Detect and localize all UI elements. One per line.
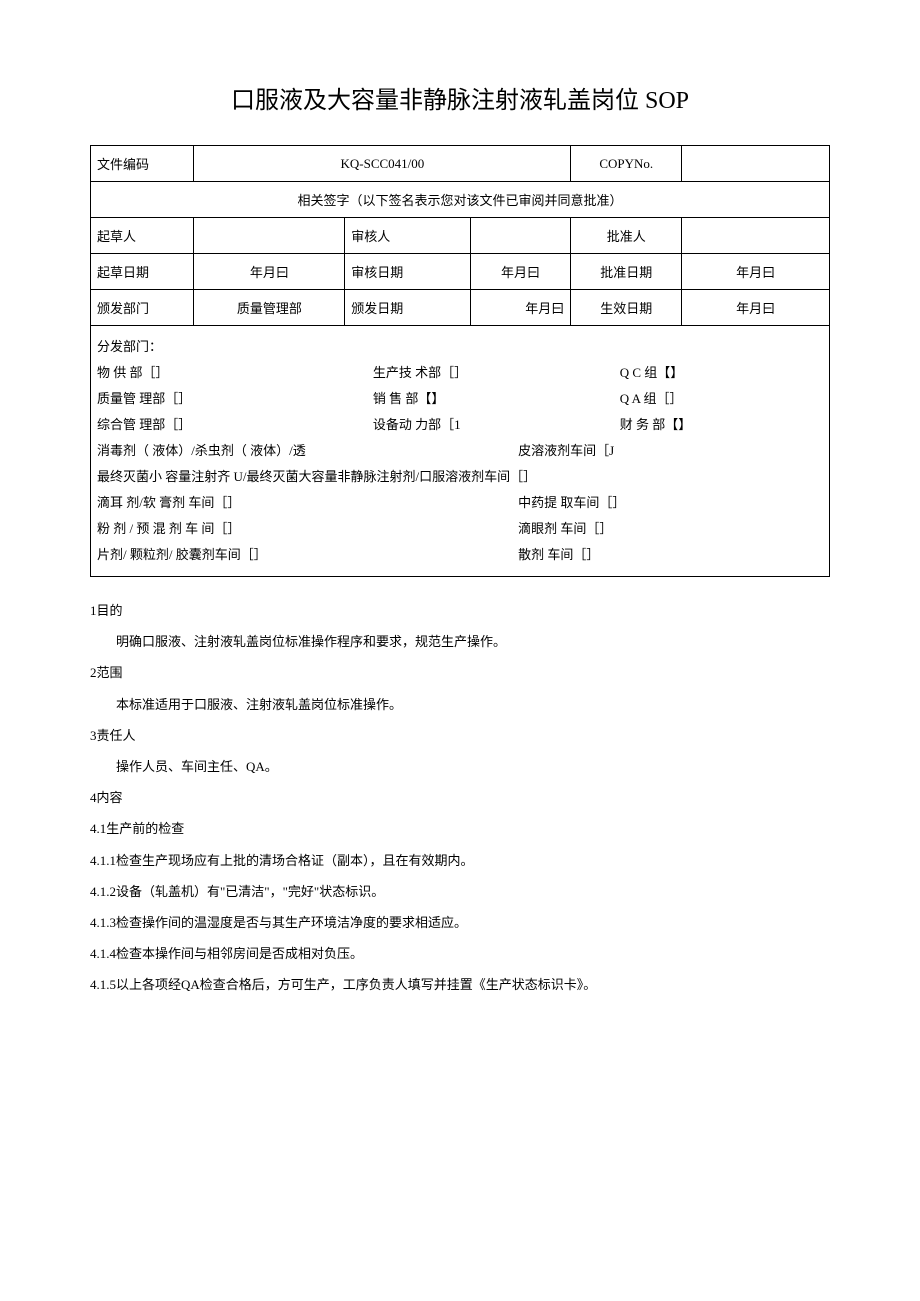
issue-date-label: 颁发日期 [345, 290, 471, 326]
section-1-para: 明确口服液、注射液轧盖岗位标准操作程序和要求，规范生产操作。 [90, 626, 830, 657]
section-4-1: 4.1生产前的检查 [90, 813, 830, 844]
doc-code-label: 文件编码 [91, 146, 194, 182]
distribution-item: 滴眼剂 车间［］ [518, 516, 823, 542]
body-text: 1目的 明确口服液、注射液轧盖岗位标准操作程序和要求，规范生产操作。 2范围 本… [90, 595, 830, 1000]
copy-no-label: COPYNo. [571, 146, 682, 182]
distribution-line: 片剂/ 颗粒剂/ 胶囊剂车间［］散剂 车间［］ [97, 542, 823, 568]
section-4-heading: 4内容 [90, 782, 830, 813]
distribution-item: 粉 剂 / 预 混 剂 车 间［］ [97, 516, 518, 542]
page-title: 口服液及大容量非静脉注射液轧盖岗位 SOP [90, 80, 830, 115]
section-4-1-4: 4.1.4检查本操作间与相邻房间是否成相对负压。 [90, 938, 830, 969]
distribution-label: 分发部门： [97, 334, 823, 360]
review-date-label: 审核日期 [345, 254, 471, 290]
distribution-item: 质量管 理部［］ [97, 386, 373, 412]
distribution-line: 粉 剂 / 预 混 剂 车 间［］滴眼剂 车间［］ [97, 516, 823, 542]
section-4-1-3: 4.1.3检查操作间的温湿度是否与其生产环境洁净度的要求相适应。 [90, 907, 830, 938]
distribution-item: 消毒剂（ 液体）/杀虫剂（ 液体）/透 [97, 438, 518, 464]
signature-header: 相关签字（以下签名表示您对该文件已审阅并同意批准） [91, 182, 830, 218]
section-2-heading: 2范围 [90, 657, 830, 688]
distribution-item: 销 售 部【】 [373, 386, 620, 412]
distribution-line: 综合管 理部［］设备动 力部［1财 务 部【】 [97, 412, 823, 438]
draft-date-label: 起草日期 [91, 254, 194, 290]
distribution-line: 最终灭菌小 容量注射齐 U/最终灭菌大容量非静脉注射剂/口服溶液剂车间［］ [97, 464, 823, 490]
distribution-line: 消毒剂（ 液体）/杀虫剂（ 液体）/透皮溶液剂车间［J [97, 438, 823, 464]
distribution-item: 散剂 车间［］ [518, 542, 823, 568]
issue-dept-value: 质量管理部 [194, 290, 345, 326]
section-4-1-5: 4.1.5以上各项经QA检查合格后，方可生产，工序负责人填写并挂置《生产状态标识… [90, 969, 830, 1000]
distribution-item: 综合管 理部［］ [97, 412, 373, 438]
distribution-item: 财 务 部【】 [620, 412, 823, 438]
distribution-cell: 分发部门： 物 供 部［］生产技 术部［］Q C 组【】质量管 理部［］销 售 … [91, 326, 830, 577]
distribution-item: 设备动 力部［1 [373, 412, 620, 438]
reviewer-label: 审核人 [345, 218, 471, 254]
review-date-value: 年月曰 [470, 254, 571, 290]
distribution-item: Q A 组［］ [620, 386, 823, 412]
reviewer-value [470, 218, 571, 254]
effective-date-label: 生效日期 [571, 290, 682, 326]
draft-date-value: 年月曰 [194, 254, 345, 290]
meta-table: 文件编码 KQ-SCC041/00 COPYNo. 相关签字（以下签名表示您对该… [90, 145, 830, 577]
section-4-1-1: 4.1.1检查生产现场应有上批的清场合格证（副本），且在有效期内。 [90, 845, 830, 876]
issue-date-value: 年月曰 [470, 290, 571, 326]
drafter-label: 起草人 [91, 218, 194, 254]
doc-code-value: KQ-SCC041/00 [194, 146, 571, 182]
distribution-line: 质量管 理部［］销 售 部【】Q A 组［］ [97, 386, 823, 412]
distribution-list: 物 供 部［］生产技 术部［］Q C 组【】质量管 理部［］销 售 部【】Q A… [97, 360, 823, 568]
approver-value [682, 218, 830, 254]
distribution-item: Q C 组【】 [620, 360, 823, 386]
issue-dept-label: 颁发部门 [91, 290, 194, 326]
distribution-item: 片剂/ 颗粒剂/ 胶囊剂车间［］ [97, 542, 518, 568]
distribution-item: 中药提 取车间［］ [518, 490, 823, 516]
section-1-heading: 1目的 [90, 595, 830, 626]
distribution-item: 皮溶液剂车间［J [518, 438, 823, 464]
distribution-item: 滴耳 剂/软 膏剂 车间［］ [97, 490, 518, 516]
section-4-1-2: 4.1.2设备（轧盖机）有"已清洁"，"完好"状态标识。 [90, 876, 830, 907]
distribution-item: 物 供 部［］ [97, 360, 373, 386]
copy-no-value [682, 146, 830, 182]
approve-date-value: 年月曰 [682, 254, 830, 290]
effective-date-value: 年月曰 [682, 290, 830, 326]
section-2-para: 本标准适用于口服液、注射液轧盖岗位标准操作。 [90, 689, 830, 720]
distribution-item: 最终灭菌小 容量注射齐 U/最终灭菌大容量非静脉注射剂/口服溶液剂车间［］ [97, 464, 823, 490]
section-3-heading: 3责任人 [90, 720, 830, 751]
drafter-value [194, 218, 345, 254]
approve-date-label: 批准日期 [571, 254, 682, 290]
approver-label: 批准人 [571, 218, 682, 254]
distribution-line: 物 供 部［］生产技 术部［］Q C 组【】 [97, 360, 823, 386]
distribution-item: 生产技 术部［］ [373, 360, 620, 386]
distribution-line: 滴耳 剂/软 膏剂 车间［］中药提 取车间［］ [97, 490, 823, 516]
section-3-para: 操作人员、车间主任、QA。 [90, 751, 830, 782]
